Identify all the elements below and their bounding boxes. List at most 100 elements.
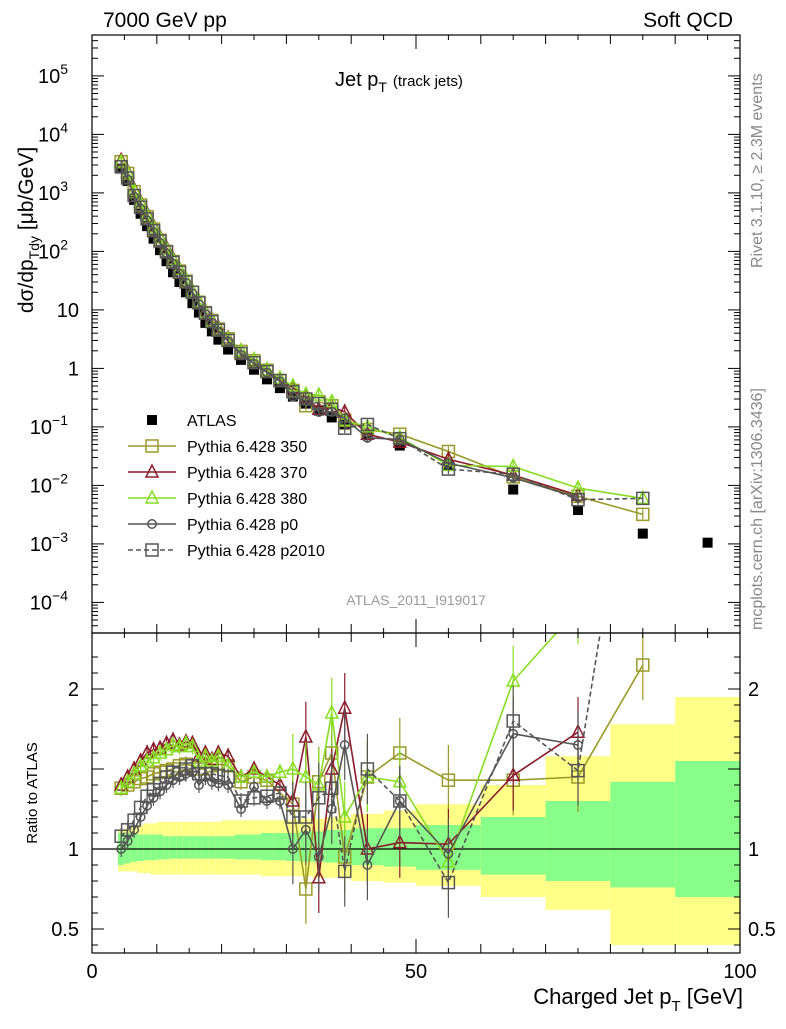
band-inner-bin <box>182 836 190 859</box>
band-inner-bin <box>208 836 216 859</box>
data-point-pythia-6-428-350 <box>636 507 650 522</box>
y-tick-label-base: 1 <box>68 358 79 380</box>
data-point-pythia-6-428-p2010 <box>247 355 261 370</box>
legend-marker-pythia-6-428-p2010 <box>145 543 159 557</box>
ratio-point-pythia-6-428-380 <box>211 747 226 762</box>
main-panel-marks <box>113 151 713 548</box>
x-tick-label: 50 <box>405 961 427 983</box>
ratio-point-pythia-6-428-380 <box>120 773 135 788</box>
ratio-point-pythia-6-428-380 <box>178 734 194 750</box>
band-inner-bin <box>273 833 287 861</box>
ratio-point-pythia-6-428-380 <box>259 768 275 783</box>
data-point-pythia-6-428-p2010 <box>506 467 520 482</box>
data-point-atlas <box>223 344 234 355</box>
y-tick-label-base: 10 <box>30 592 52 614</box>
legend-marker-pythia-6-428-p0 <box>147 519 157 529</box>
y-tick-label-exp: −2 <box>52 470 68 486</box>
data-point-atlas <box>637 528 648 539</box>
band-inner-bin <box>143 834 151 861</box>
ratio-point-pythia-6-428-380 <box>126 765 142 780</box>
y-tick-label-base: 10 <box>38 241 60 263</box>
band-inner-bin <box>260 833 274 861</box>
data-point-pythia-6-428-p2010 <box>286 384 300 399</box>
ratio-point-pythia-6-428-380 <box>246 763 262 778</box>
data-point-pythia-6-428-p2010 <box>325 402 339 417</box>
y-tick-label-exp: 5 <box>60 61 68 77</box>
ratio-point-pythia-6-428-p2010 <box>127 813 141 827</box>
y-tick-label-base: 10 <box>38 183 60 205</box>
data-point-pythia-6-428-p2010 <box>571 492 585 507</box>
band-inner-bin <box>221 836 235 859</box>
y-tick-label-exp: 2 <box>60 236 68 252</box>
ratio-point-pythia-6-428-p2010 <box>393 794 407 808</box>
band-inner-bin <box>234 834 248 860</box>
x-axis-label-sub: T <box>671 998 680 1015</box>
legend-marker-atlas <box>147 415 157 425</box>
data-point-atlas <box>702 537 713 548</box>
band-inner-bin <box>675 761 740 897</box>
ratio-point-pythia-6-428-p2010 <box>637 363 649 375</box>
data-point-pythia-6-428-p2010 <box>299 392 313 406</box>
y-tick-label-exp: −1 <box>52 412 68 428</box>
ratio-point-pythia-6-428-380 <box>324 704 339 719</box>
legend-label-pythia-6-428-370: Pythia 6.428 370 <box>187 465 307 482</box>
y-tick-label: 103 <box>38 178 68 205</box>
data-point-pythia-6-428-p2010 <box>360 417 375 432</box>
y-tick-label: 10−4 <box>30 587 68 614</box>
band-inner-bin <box>215 836 222 859</box>
data-point-pythia-6-428-p2010 <box>337 421 352 435</box>
band-inner-bin <box>202 836 209 859</box>
data-point-pythia-6-428-p2010 <box>234 346 248 361</box>
band-inner-bin <box>480 817 546 875</box>
y-tick-label-exp: −4 <box>52 587 68 603</box>
y-axis-label: dσ/dpTdy [μb/GeV] <box>15 147 42 313</box>
ratio-point-pythia-6-428-p2010 <box>247 791 261 805</box>
ratio-point-pythia-6-428-p0 <box>339 740 350 750</box>
ratio-point-pythia-6-428-380 <box>285 760 301 775</box>
data-point-atlas <box>508 484 519 495</box>
legend-label-pythia-6-428-350: Pythia 6.428 350 <box>187 439 307 456</box>
ratio-point-pythia-6-428-350 <box>441 773 456 787</box>
y-tick-label-base: 10 <box>30 534 52 556</box>
legend-marker-pythia-6-428-350 <box>145 439 159 453</box>
band-inner-bin <box>169 836 177 859</box>
series-line-pythia-6-428-p2010 <box>120 166 643 501</box>
band-inner-bin <box>163 836 170 860</box>
ratio-point-pythia-6-428-p2010 <box>234 794 248 808</box>
y-tick-label: 104 <box>38 119 68 146</box>
ratio-point-pythia-6-428-380 <box>146 749 161 764</box>
y-tick-label-base: 10 <box>30 475 52 497</box>
ratio-point-pythia-6-428-380 <box>159 741 174 756</box>
data-point-pythia-6-428-p2010 <box>636 491 650 506</box>
y-tick-label: 1 <box>68 358 79 380</box>
ratio-point-pythia-6-428-p2010 <box>441 875 456 890</box>
ratio-point-pythia-6-428-380 <box>152 744 168 759</box>
data-point-atlas <box>249 364 259 375</box>
data-point-pythia-6-428-p2010 <box>260 364 274 379</box>
plot-title: Jet pT (track jets) <box>335 69 463 95</box>
header-left: 7000 GeV pp <box>103 9 227 32</box>
ratio-panel-marks <box>92 363 740 925</box>
uncertainty-band <box>117 697 740 945</box>
ratio-y-tick-label-right: 0.5 <box>748 919 776 941</box>
ratio-point-pythia-6-428-380 <box>337 808 352 823</box>
band-inner-bin <box>247 834 261 860</box>
y-axis-label-a: dσ/dp <box>15 259 38 313</box>
data-point-pythia-6-428-p2010 <box>393 431 407 446</box>
legend-marker-pythia-6-428-380 <box>144 489 160 504</box>
plot-title-sub: T <box>378 79 387 95</box>
legend-marker-pythia-6-428-370 <box>144 463 160 478</box>
x-tick-label: 0 <box>86 961 97 983</box>
legend-label-pythia-6-428-p2010: Pythia 6.428 p2010 <box>187 543 325 560</box>
data-point-pythia-6-428-p2010 <box>273 373 287 388</box>
ratio-point-pythia-6-428-p2010 <box>299 810 313 824</box>
plot-title-main: Jet p <box>335 69 378 91</box>
band-inner-bin <box>137 834 144 861</box>
band-inner-bin <box>156 834 164 860</box>
y-tick-label: 10−1 <box>30 412 68 439</box>
x-axis-label: Charged Jet pT [GeV] <box>533 984 743 1015</box>
ratio-point-pythia-6-428-p2010 <box>260 789 274 803</box>
data-point-atlas <box>326 412 337 423</box>
